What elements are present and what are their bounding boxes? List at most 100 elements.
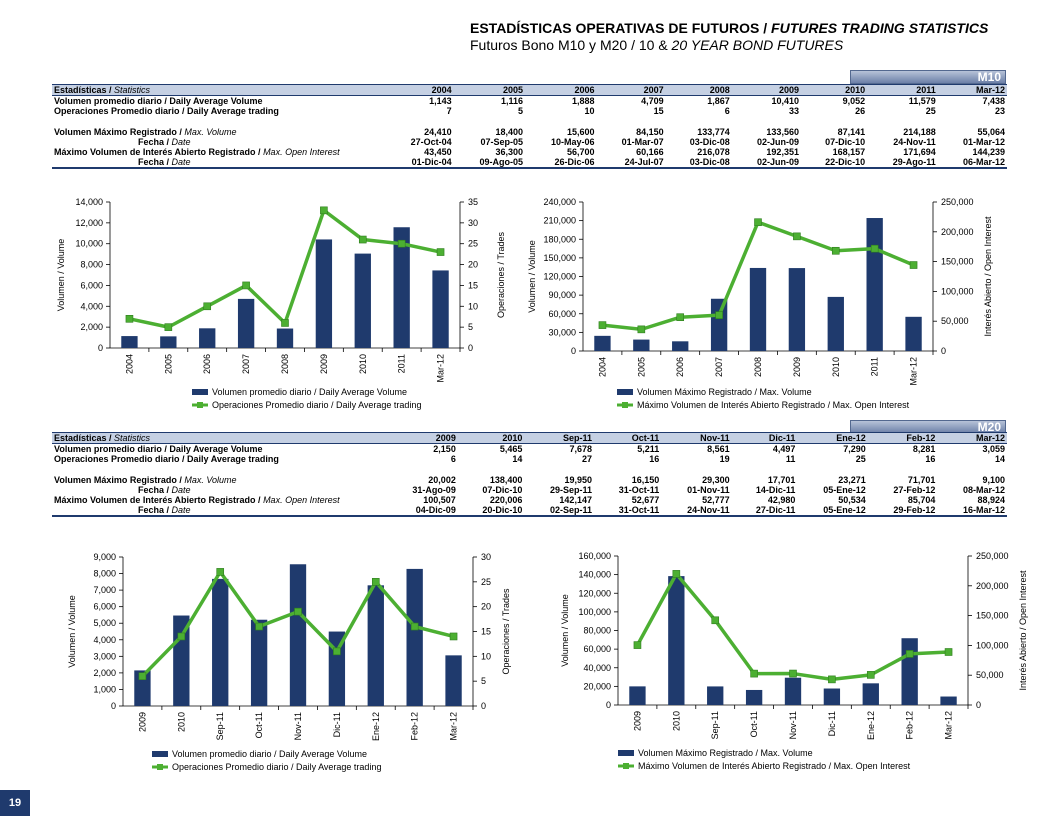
x-tick-label: 2011 (397, 354, 407, 373)
table-cell: 1,888 (571, 96, 595, 106)
bar (199, 328, 216, 348)
table-cell: 2,150 (433, 444, 456, 454)
table-cell: 24,410 (424, 127, 452, 137)
y-tick-label: 3,000 (93, 651, 116, 661)
y2-tick-label: 10 (468, 301, 478, 311)
y2-tick-label: 0 (468, 343, 473, 353)
y-tick-label: 140,000 (578, 570, 611, 580)
bar (160, 336, 177, 348)
table-cell: 220,006 (489, 495, 523, 505)
line-marker (909, 261, 918, 269)
table-cell: 9,100 (982, 475, 1005, 485)
title-en: FUTURES TRADING STATISTICS (771, 20, 989, 36)
bar (827, 296, 844, 351)
y-axis-title: Volumen / Volume (560, 594, 570, 667)
y2-tick-label: 20 (468, 260, 478, 270)
y2-tick-label: 20 (481, 602, 491, 612)
y2-tick-label: 0 (481, 701, 486, 711)
table-cell: 16,150 (631, 475, 660, 485)
x-tick-label: Ene-12 (371, 712, 381, 741)
table-cell: 23 (994, 106, 1005, 116)
legend-bar-label: Volumen Máximo Registrado / Max. Volume (637, 387, 812, 397)
m10-stats-table: Estadísticas / Statistics 2004 2005 2006 200… (52, 84, 1007, 169)
legend-bar-swatch (192, 389, 208, 395)
header-label-en: Statistics (114, 433, 151, 443)
x-tick-label: Sep-11 (215, 712, 225, 740)
y-tick-label: 7,000 (93, 585, 116, 595)
y-tick-label: 100,000 (578, 607, 611, 617)
table-row: Volumen promedio diario / Daily Average … (52, 96, 1007, 107)
y-tick-label: 240,000 (543, 197, 576, 207)
table-cell: 16 (925, 454, 936, 464)
table-cell: 27 (581, 454, 592, 464)
y2-tick-label: 250,000 (976, 551, 1009, 561)
table-cell: 15,600 (566, 127, 595, 137)
y-tick-label: 0 (98, 343, 103, 353)
row-label-en: Date (171, 485, 191, 495)
table-cell: 11,579 (908, 96, 936, 106)
row-label: Operaciones Promedio diario / Daily Aver… (54, 106, 279, 116)
header-label-es: Estadísticas / (54, 85, 112, 95)
legend-line-marker (623, 763, 629, 769)
y-tick-label: 120,000 (543, 272, 576, 282)
y2-tick-label: 25 (481, 577, 491, 587)
table-cell: 05-Ene-12 (823, 485, 866, 495)
column-header: Nov-11 (661, 432, 732, 444)
bar (745, 689, 763, 705)
bar (134, 670, 151, 706)
bar (633, 339, 650, 351)
table-cell: 10 (584, 106, 595, 116)
table-cell: 10,410 (771, 96, 799, 106)
y2-axis-title: Interés Abierto / Open Interest (1018, 570, 1028, 691)
row-label-es: Fecha / (138, 157, 170, 167)
row-label-es: Máximo Volumen de Interés Abierto Regist… (54, 147, 261, 157)
bar (784, 677, 802, 705)
legend-bar-label: Volumen promedio diario / Daily Average … (172, 749, 367, 759)
table-row: Volumen promedio diario / Daily Average … (52, 444, 1007, 455)
line-marker (793, 232, 801, 241)
table-row: Máximo Volumen de Interés Abierto Regist… (52, 147, 1007, 157)
table-cell: 84,150 (636, 127, 664, 137)
y-tick-label: 0 (571, 346, 576, 356)
row-label: Fecha / Date (52, 157, 386, 169)
table-spacer (52, 116, 1007, 127)
table-cell: 168,157 (832, 147, 866, 157)
page-number: 19 (0, 790, 30, 816)
bar (901, 638, 918, 705)
table-cell: 42,980 (767, 495, 796, 505)
table-cell: 56,700 (566, 147, 595, 157)
line-marker (333, 647, 341, 656)
y-tick-label: 60,000 (583, 644, 611, 654)
table-cell: 18,400 (495, 127, 524, 137)
y-axis-title: Volumen / Volume (56, 239, 66, 312)
y-tick-label: 90,000 (548, 290, 576, 300)
line-marker (203, 302, 212, 311)
table-header-label: Estadísticas / Statistics (52, 432, 386, 444)
table-cell: 87,141 (837, 127, 866, 137)
column-header: Mar-12 (937, 432, 1007, 444)
line-marker (410, 622, 419, 631)
table-cell: 08-Mar-12 (962, 485, 1005, 495)
table-cell: 36,300 (495, 147, 524, 157)
table-cell: 144,239 (972, 147, 1005, 157)
table-cell: 5 (518, 106, 524, 116)
row-label: Fecha / Date (52, 505, 386, 517)
table-cell: 133,774 (697, 127, 730, 137)
legend-line-label: Máximo Volumen de Interés Abierto Regist… (637, 400, 910, 410)
y-tick-label: 4,000 (80, 301, 103, 311)
x-tick-label: 2009 (319, 354, 329, 374)
table-cell: 7 (446, 106, 452, 116)
line-marker (397, 239, 406, 248)
table-cell: 14 (512, 454, 523, 464)
x-tick-label: 2010 (358, 354, 368, 374)
column-header: 2009 (386, 432, 458, 444)
x-tick-label: Mar-12 (449, 712, 459, 741)
table-cell: 23,271 (838, 475, 866, 485)
bar (862, 683, 879, 705)
bar (367, 585, 384, 706)
table-cell: 05-Ene-12 (797, 505, 868, 517)
line-marker (715, 311, 723, 319)
column-header: Ene-12 (797, 432, 868, 444)
table-row: Operaciones Promedio diario / Daily Aver… (52, 454, 1007, 464)
table-cell: 24-Jul-07 (596, 157, 666, 169)
